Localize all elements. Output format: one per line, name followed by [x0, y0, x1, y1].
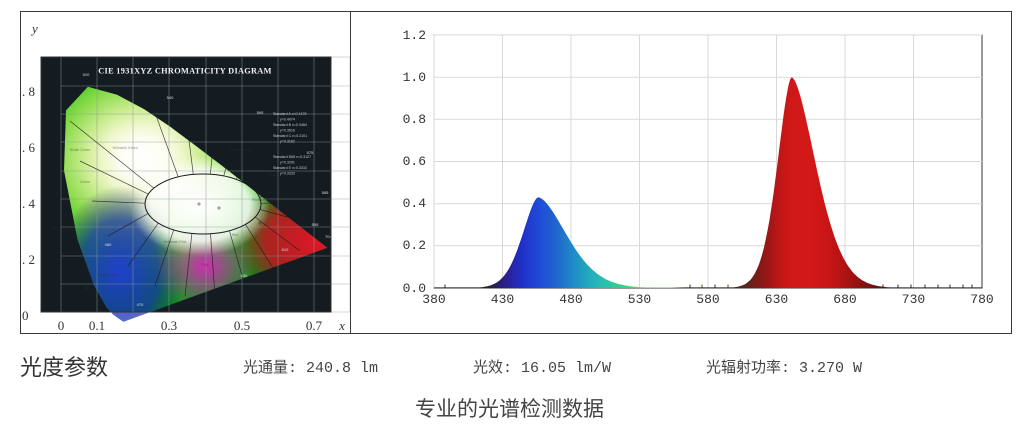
- svg-text:x: x: [338, 318, 345, 333]
- svg-text:Yellow Orange: Yellow Orange: [228, 148, 251, 152]
- svg-text:Standard D65 x=0.3127: Standard D65 x=0.3127: [273, 155, 311, 159]
- svg-text:Standard A x=0.4476: Standard A x=0.4476: [273, 112, 306, 116]
- svg-text:0.1: 0.1: [89, 318, 105, 333]
- svg-text:480: 480: [105, 242, 112, 247]
- svg-text:530: 530: [628, 292, 651, 307]
- svg-text:1.0: 1.0: [403, 70, 426, 85]
- svg-text:565: 565: [257, 110, 264, 115]
- svg-text:540: 540: [167, 95, 174, 100]
- svg-text:0.6: 0.6: [403, 154, 426, 169]
- svg-text:Yellowish Pink: Yellowish Pink: [164, 240, 187, 244]
- svg-text:630: 630: [765, 292, 788, 307]
- svg-text:595: 595: [312, 222, 319, 227]
- svg-text:0.3: 0.3: [161, 318, 177, 333]
- svg-text:680: 680: [833, 292, 856, 307]
- svg-text:430: 430: [491, 292, 514, 307]
- svg-text:y=0.3291: y=0.3291: [280, 161, 295, 165]
- svg-text:380: 380: [422, 292, 445, 307]
- svg-text:Purplish Pink: Purplish Pink: [98, 273, 119, 277]
- svg-text:0.5: 0.5: [234, 318, 250, 333]
- svg-text:y=0.4074: y=0.4074: [280, 118, 295, 122]
- svg-text:. 4: . 4: [22, 196, 36, 211]
- svg-text:610: 610: [282, 247, 289, 252]
- svg-text:Standard B x=0.3484: Standard B x=0.3484: [273, 123, 307, 127]
- svg-text:1.2: 1.2: [403, 28, 426, 43]
- svg-text:. 8: . 8: [22, 84, 35, 99]
- svg-text:CIE 1931XYZ CHROMATICITY DIAGR: CIE 1931XYZ CHROMATICITY DIAGRAM: [98, 67, 271, 76]
- svg-text:0.7: 0.7: [306, 318, 323, 333]
- svg-text:704→: 704→: [325, 234, 336, 239]
- svg-text:730: 730: [902, 292, 925, 307]
- svg-text:0.8: 0.8: [403, 112, 426, 127]
- svg-text:0.2: 0.2: [403, 238, 426, 253]
- svg-text:Bluish Green: Bluish Green: [70, 148, 91, 152]
- svg-text:y=0.3162: y=0.3162: [280, 140, 295, 144]
- svg-text:0: 0: [22, 308, 29, 323]
- svg-text:y=0.3516: y=0.3516: [280, 129, 295, 133]
- svg-text:. 2: . 2: [22, 252, 35, 267]
- svg-text:y=0.3333: y=0.3333: [280, 172, 295, 176]
- svg-text:480: 480: [559, 292, 582, 307]
- svg-text:630: 630: [241, 273, 248, 278]
- svg-text:Red: Red: [232, 233, 239, 237]
- svg-text:Standard E x=0.3333: Standard E x=0.3333: [273, 166, 307, 170]
- svg-text:780: 780: [970, 292, 993, 307]
- svg-text:Pink: Pink: [202, 263, 209, 267]
- svg-text:Green: Green: [80, 180, 90, 184]
- svg-text:Standard C x=0.3101: Standard C x=0.3101: [273, 134, 307, 138]
- svg-text:Greenish Blue: Greenish Blue: [51, 226, 74, 230]
- svg-text:. 6: . 6: [22, 140, 36, 155]
- svg-text:585: 585: [322, 190, 329, 195]
- svg-text:520: 520: [83, 72, 90, 77]
- svg-text:0: 0: [58, 318, 65, 333]
- svg-text:y: y: [30, 21, 38, 36]
- svg-text:470: 470: [137, 302, 144, 307]
- svg-text:580: 580: [696, 292, 719, 307]
- svg-text:Reddish Orange: Reddish Orange: [252, 198, 278, 202]
- svg-text:0.4: 0.4: [403, 196, 427, 211]
- svg-text:Yellowish Green: Yellowish Green: [112, 146, 138, 150]
